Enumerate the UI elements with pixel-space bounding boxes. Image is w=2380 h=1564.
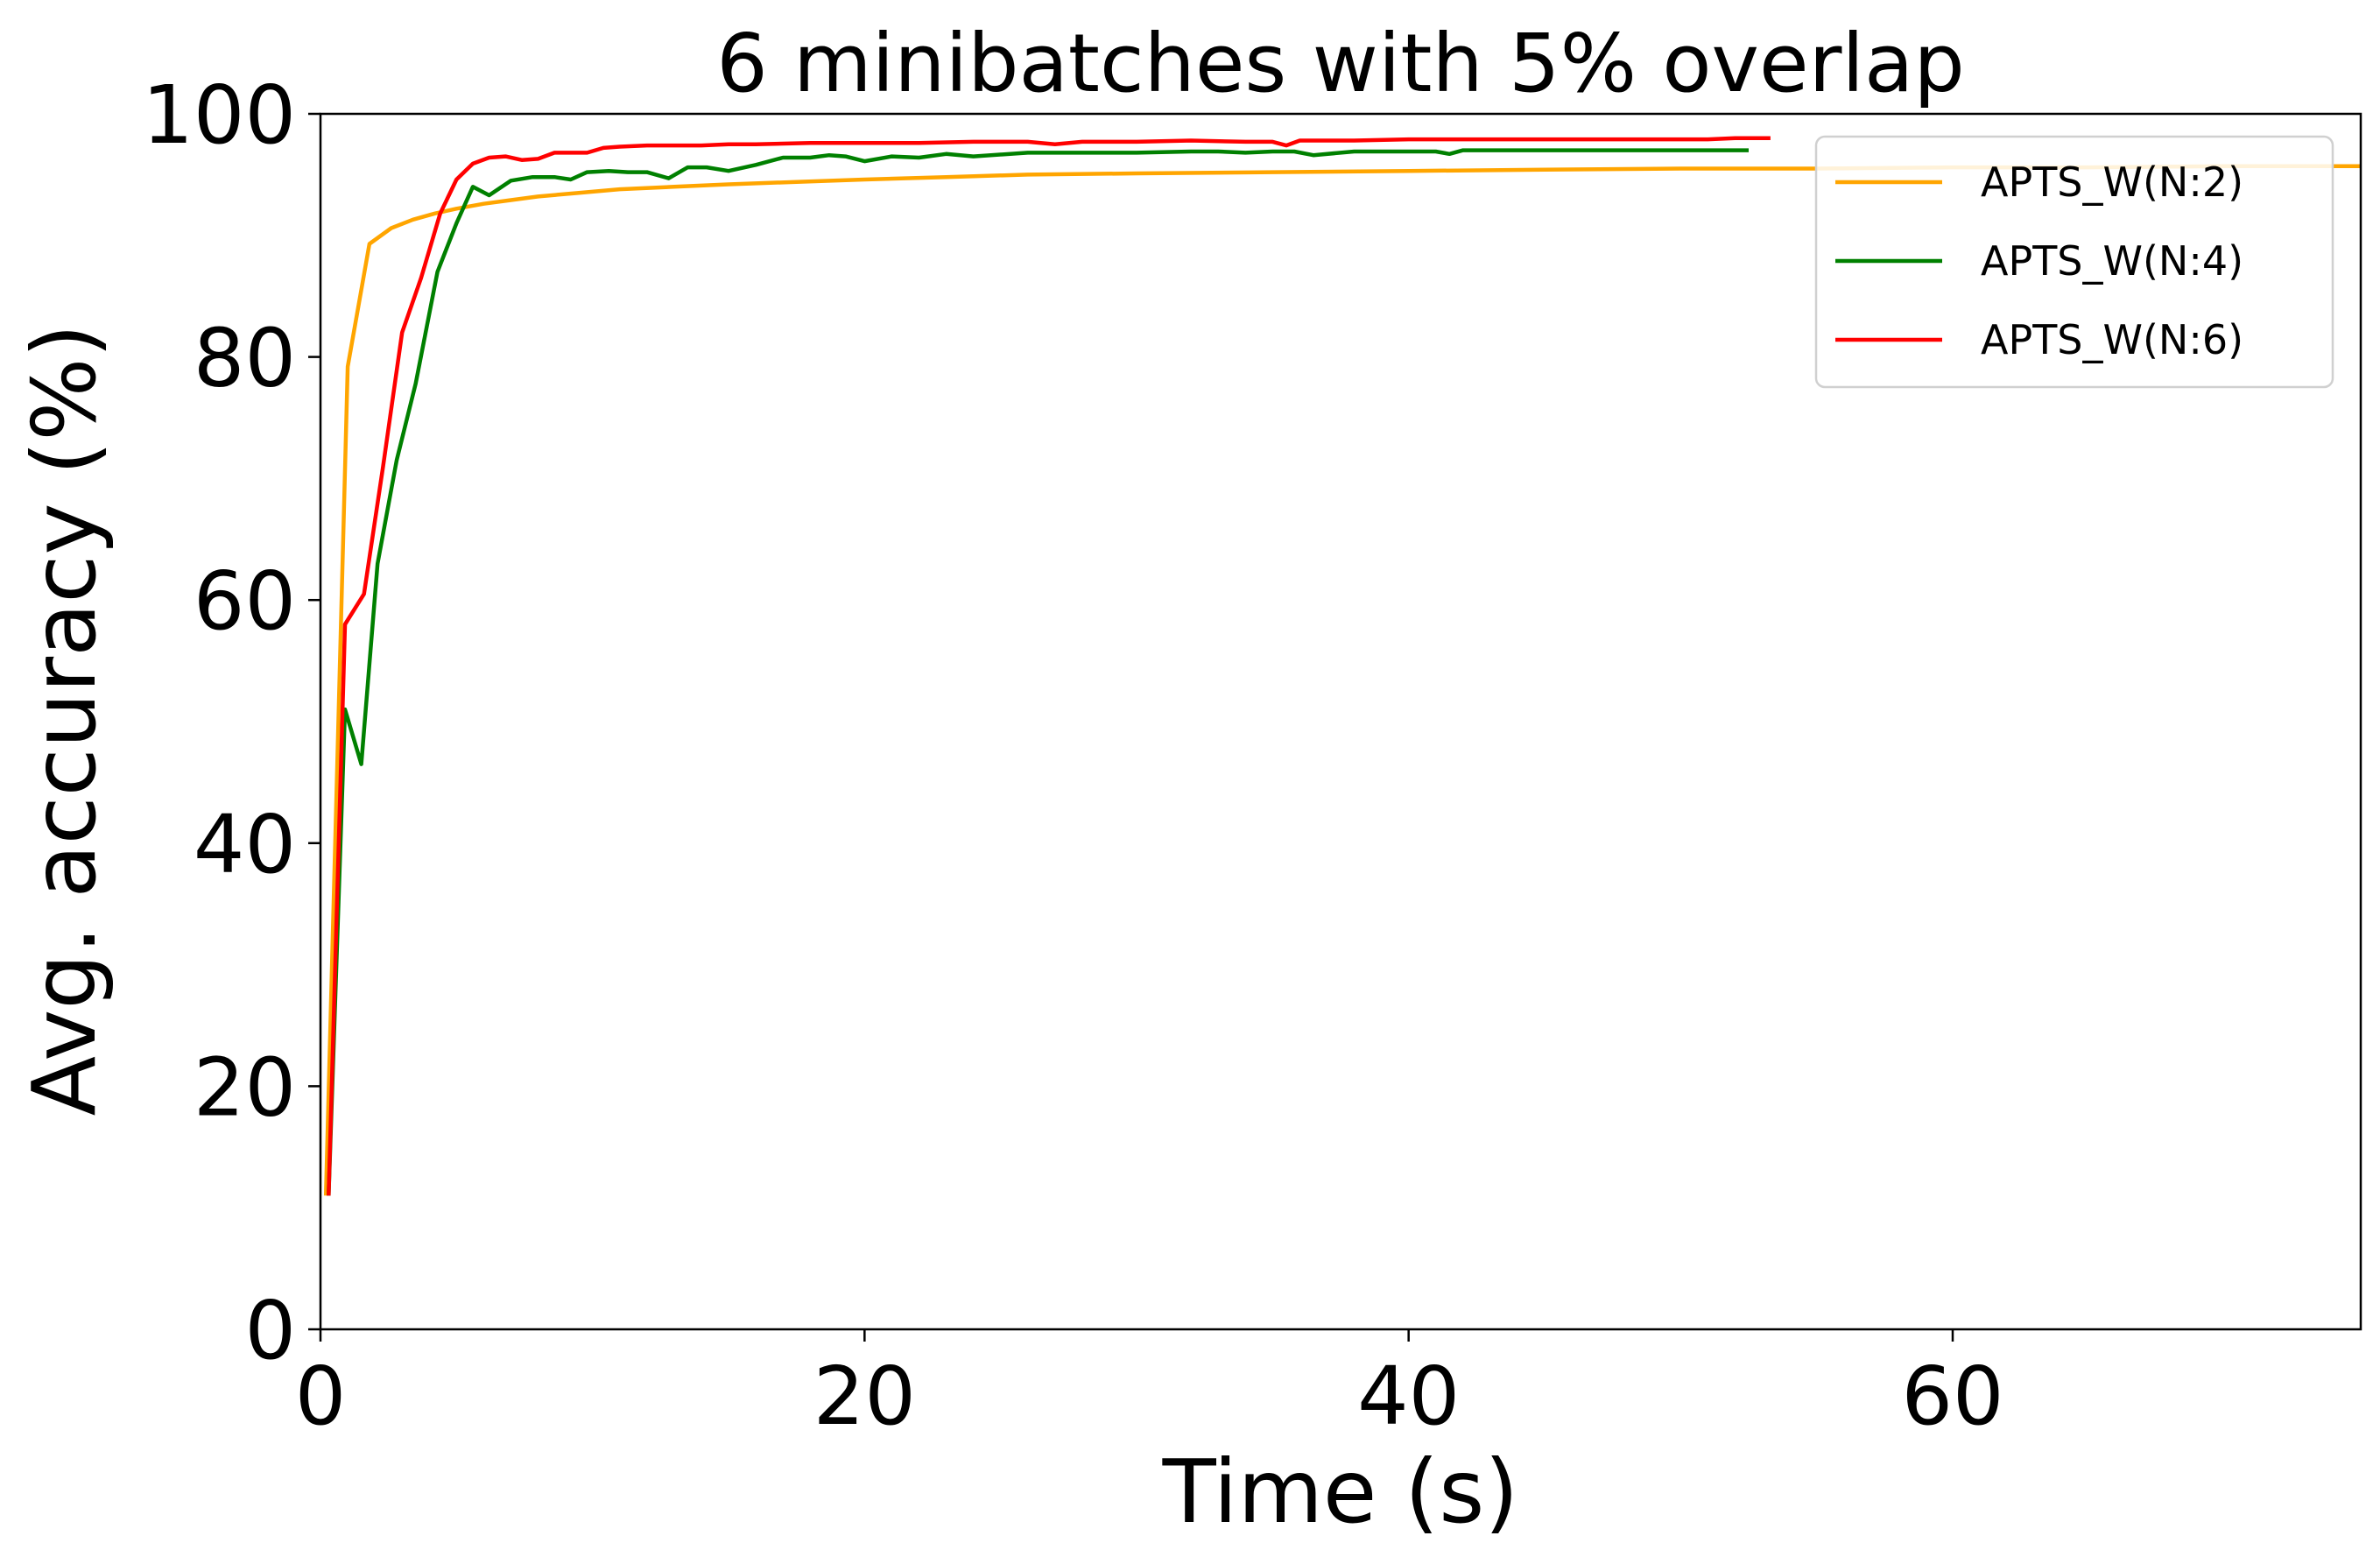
y-tick-label: 0 [244,1284,296,1377]
y-tick-label: 40 [194,798,296,891]
chart-title: 6 minibatches with 5% overlap [716,17,1964,110]
axes-layer: 0 20 40 60 0 20 40 60 80 100 [142,68,2362,1443]
series-line-3 [327,136,1771,1196]
series-layer [323,136,2361,1196]
legend-label: APTS_W(N:4) [1981,237,2243,285]
y-tick-label: 100 [142,68,296,162]
x-axis-label: Time (s) [1162,1441,1519,1543]
x-tick-label: 20 [813,1349,916,1443]
y-tick-label: 20 [194,1040,296,1134]
series-line-2 [327,148,1749,1196]
legend-label: APTS_W(N:2) [1981,159,2243,206]
legend-box [1814,135,2334,389]
x-tick-label: 0 [295,1349,347,1443]
y-tick-label: 80 [194,312,296,405]
x-tick-label: 60 [1901,1349,2003,1443]
x-tick-label: 40 [1357,1349,1460,1443]
legend: APTS_W(N:2) APTS_W(N:4) APTS_W(N:6) [1814,135,2334,389]
y-tick-label: 60 [194,554,296,648]
series-line-1 [323,164,2361,1196]
legend-label: APTS_W(N:6) [1981,316,2243,363]
axes-frame [319,112,2362,1331]
y-axis-label: Avg. accuracy (%) [13,324,116,1117]
